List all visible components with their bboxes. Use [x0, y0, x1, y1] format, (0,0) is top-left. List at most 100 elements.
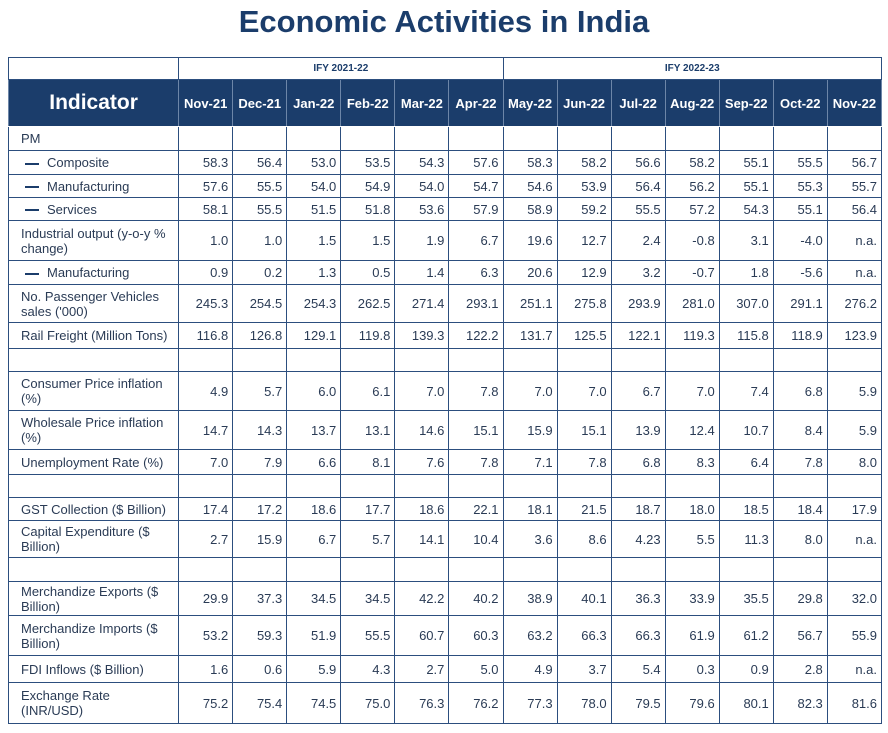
month-header: May-22: [502, 79, 558, 127]
value-cell: [340, 557, 396, 582]
value-cell: 6.8: [610, 449, 666, 475]
value-cell: 281.0: [664, 284, 720, 323]
value-cell: 66.3: [556, 615, 612, 656]
value-cell: 55.5: [772, 150, 828, 175]
value-cell: [556, 557, 612, 582]
month-header: Dec-21: [232, 79, 288, 127]
value-cell: 8.1: [340, 449, 396, 475]
value-cell: 6.6: [286, 449, 342, 475]
value-cell: 56.4: [610, 174, 666, 198]
indicator-label: Capital Expenditure ($ Billion): [21, 524, 150, 554]
value-cell: 1.6: [178, 655, 234, 683]
value-cell: 1.0: [232, 220, 288, 261]
value-cell: [286, 348, 342, 372]
value-cell: 7.0: [394, 371, 450, 411]
value-cell: 58.3: [178, 150, 234, 175]
indicator-label: Exchange Rate (INR/USD): [21, 688, 110, 718]
value-cell: 4.9: [178, 371, 234, 411]
value-cell: 254.3: [286, 284, 342, 323]
indicator-label-cell: [7, 557, 180, 582]
month-header: Sep-22: [718, 79, 774, 127]
value-cell: 75.0: [340, 682, 396, 724]
value-cell: 3.6: [502, 520, 558, 558]
value-cell: [502, 474, 558, 498]
value-cell: 3.1: [718, 220, 774, 261]
value-cell: -5.6: [772, 260, 828, 285]
value-cell: 56.4: [826, 197, 883, 221]
value-cell: 6.0: [286, 371, 342, 411]
fiscal-year-2021-22: IFY 2021-22: [178, 57, 504, 80]
value-cell: 32.0: [826, 581, 883, 616]
fiscal-year-2022-23: IFY 2022-23: [502, 57, 883, 80]
indicator-label-cell: Unemployment Rate (%): [7, 449, 180, 475]
value-cell: 59.3: [232, 615, 288, 656]
value-cell: 7.9: [232, 449, 288, 475]
value-cell: [448, 348, 504, 372]
value-cell: 59.2: [556, 197, 612, 221]
table-row: Merchandize Exports ($ Billion) 29.9 37.3 3…: [7, 581, 883, 616]
value-cell: [610, 474, 666, 498]
value-cell: 4.23: [610, 520, 666, 558]
value-cell: 291.1: [772, 284, 828, 323]
value-cell: 7.0: [502, 371, 558, 411]
value-cell: 33.9: [664, 581, 720, 616]
value-cell: 0.9: [718, 655, 774, 683]
value-cell: 1.0: [178, 220, 234, 261]
value-cell: 55.5: [340, 615, 396, 656]
value-cell: 18.6: [394, 497, 450, 521]
indicators-table: IFY 2021-22 IFY 2022-23 Indicator Nov-21…: [7, 57, 883, 724]
value-cell: 271.4: [394, 284, 450, 323]
value-cell: 6.7: [448, 220, 504, 261]
value-cell: [178, 348, 234, 372]
indicator-label-cell: Merchandize Exports ($ Billion): [7, 581, 180, 616]
value-cell: [718, 557, 774, 582]
value-cell: [718, 348, 774, 372]
value-cell: 5.9: [826, 410, 883, 450]
value-cell: 4.3: [340, 655, 396, 683]
value-cell: 7.8: [448, 371, 504, 411]
value-cell: 11.3: [718, 520, 774, 558]
value-cell: 122.1: [610, 322, 666, 349]
indicator-label-cell: Exchange Rate (INR/USD): [7, 682, 180, 724]
fy-blank-cell: [7, 57, 180, 80]
value-cell: 53.5: [340, 150, 396, 175]
table-row: Manufacturing 0.9 0.2 1.3 0.5 1.4 6.3 20.6 12.9 3…: [7, 260, 883, 285]
indicator-label: Merchandize Exports ($ Billion): [21, 583, 159, 614]
indicator-label: PM: [21, 131, 41, 146]
value-cell: 18.4: [772, 497, 828, 521]
spacer-row: [7, 348, 883, 372]
value-cell: 18.0: [664, 497, 720, 521]
value-cell: 4.9: [502, 655, 558, 683]
value-cell: 7.0: [178, 449, 234, 475]
value-cell: [286, 474, 342, 498]
value-cell: 18.1: [502, 497, 558, 521]
value-cell: 0.6: [232, 655, 288, 683]
value-cell: 6.4: [718, 449, 774, 475]
value-cell: [232, 348, 288, 372]
value-cell: 29.9: [178, 581, 234, 616]
value-cell: 7.4: [718, 371, 774, 411]
value-cell: 1.9: [394, 220, 450, 261]
value-cell: 57.6: [178, 174, 234, 198]
value-cell: 63.2: [502, 615, 558, 656]
indicator-label-cell: Composite: [7, 150, 180, 175]
value-cell: 7.1: [502, 449, 558, 475]
value-cell: 54.9: [340, 174, 396, 198]
value-cell: 131.7: [502, 322, 558, 349]
value-cell: -0.7: [664, 260, 720, 285]
value-cell: 75.2: [178, 682, 234, 724]
value-cell: 57.9: [448, 197, 504, 221]
value-cell: 76.3: [394, 682, 450, 724]
value-cell: [718, 126, 774, 151]
value-cell: 35.5: [718, 581, 774, 616]
table-row: FDI Inflows ($ Billion) 1.6 0.6 5.9 4.3 2.7 5.…: [7, 655, 883, 683]
indicator-label-cell: Manufacturing: [7, 174, 180, 198]
table-row: Exchange Rate (INR/USD) 75.2 75.4 74.5 75.0 7…: [7, 682, 883, 724]
indicator-label-cell: Manufacturing: [7, 260, 180, 285]
table-row: Industrial output (y-o-y % change) 1.0 1.0…: [7, 220, 883, 261]
indicator-label: Manufacturing: [47, 178, 130, 194]
value-cell: [286, 557, 342, 582]
value-cell: 14.1: [394, 520, 450, 558]
value-cell: 53.6: [394, 197, 450, 221]
value-cell: [232, 557, 288, 582]
